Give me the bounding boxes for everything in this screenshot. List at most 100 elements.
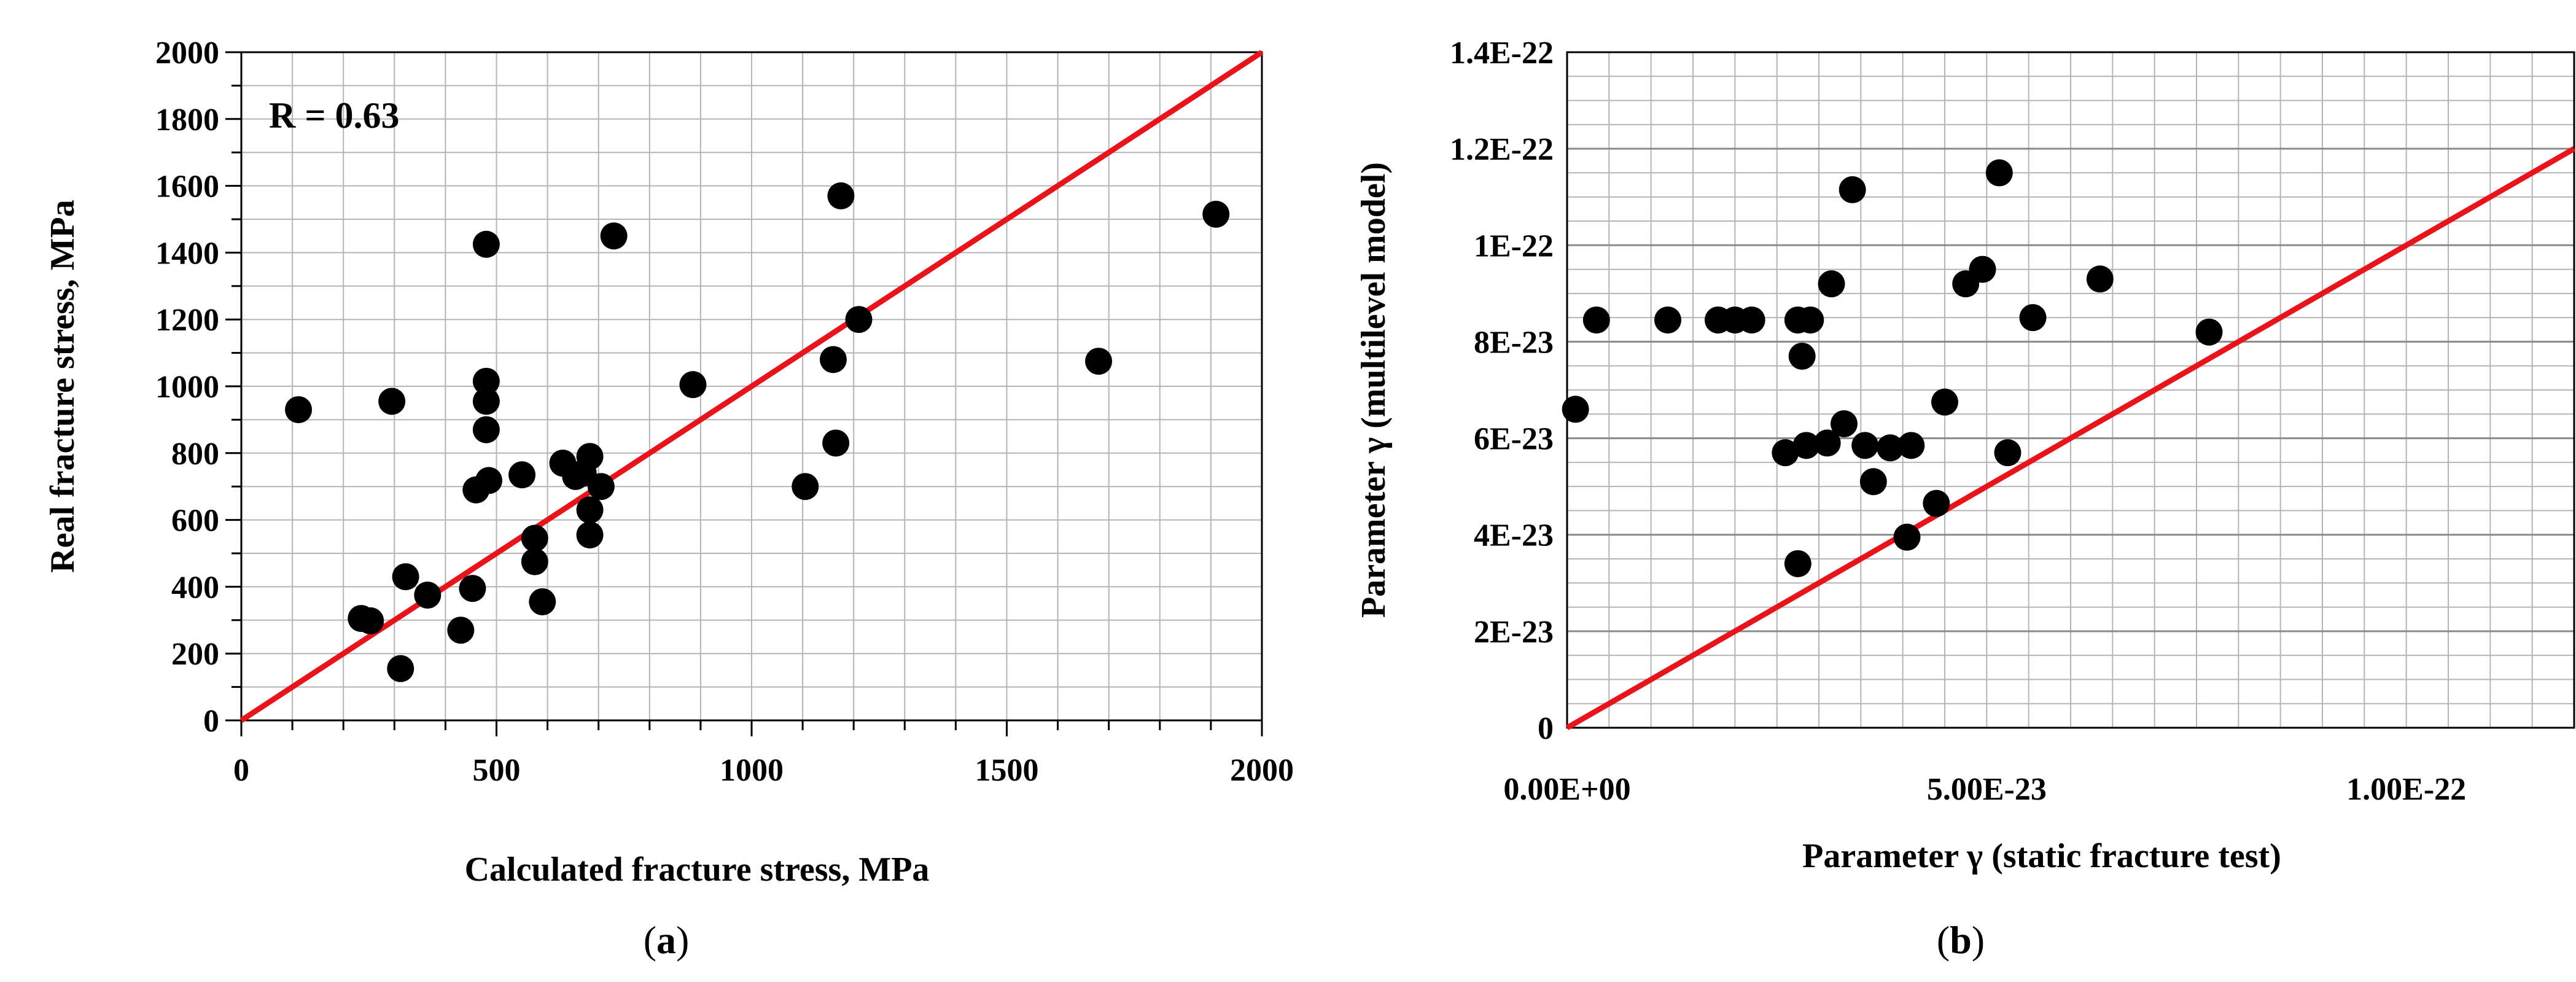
panel-b-data-point (1923, 489, 1950, 517)
panel-b-data-point (1859, 468, 1887, 496)
panel-a-data-point (1085, 348, 1113, 375)
panel-b-data-point (1893, 523, 1921, 551)
panel-b-y-tick-label: 2E-23 (1474, 615, 1554, 650)
panel-a-data-point (472, 367, 500, 395)
panel-a-data-point (819, 346, 847, 373)
panel-a-data-point (822, 429, 850, 457)
panel-b-x-axis-title: Parameter γ (static fracture test) (1802, 837, 2281, 875)
panel-b-data-point (1831, 410, 1858, 437)
panel-a-y-tick-label: 1600 (155, 170, 219, 205)
panel-a-data-point (378, 388, 406, 415)
panel-b-data-point (1897, 432, 1925, 459)
panel-a-data-point (472, 230, 500, 258)
panel-a-data-point (587, 473, 615, 501)
panel-a-data-point (845, 306, 873, 333)
panel-a-y-tick-label: 400 (171, 570, 219, 605)
panel-b-x-tick-labels: 0.00E+00 5.00E-23 1.00E-22 (1503, 772, 2466, 807)
panel-a-data-point (576, 496, 604, 524)
panel-a-scatter-chart: 0 500 1000 1500 2000 0 200 400 600 800 1000 1200 14… (44, 36, 1294, 962)
panel-a-data-point (285, 396, 313, 424)
panel-b-data-point (1738, 306, 1765, 334)
panel-b-x-tick-label: 1.00E-22 (2346, 772, 2466, 807)
panel-b-caption: (b) (1937, 918, 1985, 962)
panel-a-data-point (576, 521, 604, 549)
panel-b-data-point (1969, 255, 1996, 283)
panel-b-data-point (1851, 432, 1879, 459)
panel-b-data-point (1877, 434, 1904, 462)
panel-a-reference-line (239, 50, 1264, 723)
panel-a-y-tick-label: 800 (171, 437, 219, 472)
panel-b-data-point (1582, 306, 1610, 334)
panel-a-x-tick-label: 1000 (720, 753, 784, 788)
panel-a-y-tick-label: 200 (171, 637, 219, 672)
panel-a-data-point (679, 371, 707, 399)
panel-b-data-point (1654, 306, 1681, 334)
panel-b-y-tick-label: 1.2E-22 (1450, 132, 1554, 167)
panel-a-data-point (357, 607, 384, 634)
panel-a-y-tick-labels: 0 200 400 600 800 1000 1200 1400 1600 1800 2000 (155, 36, 219, 739)
panel-a-y-tick-label: 0 (203, 704, 219, 739)
panel-b-y-axis-title: Parameter γ (multilevel model) (1355, 162, 1393, 618)
panel-b-y-tick-label: 1.4E-22 (1450, 36, 1554, 71)
panel-a-caption: (a) (644, 918, 690, 962)
panel-a-data-point (827, 182, 855, 209)
panel-b-caption-letter: b (1950, 918, 1972, 962)
panel-a-data-point (472, 416, 500, 443)
panel-a-x-tick-label: 1500 (975, 753, 1039, 788)
panel-a-data-point (576, 443, 604, 470)
panel-a-x-tick-label: 2000 (1230, 753, 1294, 788)
panel-a-data-point (521, 524, 548, 552)
panel-a-data-point (529, 588, 556, 615)
panel-a-x-axis-title: Calculated fracture stress, MPa (465, 851, 930, 889)
panel-a-data-points (285, 182, 1230, 682)
panel-b-reference-line (1565, 146, 2576, 730)
panel-b-y-tick-label: 1E-22 (1474, 228, 1554, 263)
panel-a-y-tick-label: 600 (171, 504, 219, 539)
panel-a-caption-letter: a (656, 918, 676, 962)
panel-b-scatter-chart: 0.00E+00 5.00E-23 1.00E-22 0 2E-23 4E-23 6E-2… (1355, 36, 2576, 962)
panel-a-data-point (459, 575, 486, 602)
panel-a-x-tick-label: 0 (233, 753, 249, 788)
panel-a-data-point (475, 467, 503, 494)
panel-a-tick-marks (225, 51, 1263, 736)
panel-b-data-point (1792, 432, 1820, 459)
panel-a-data-point (792, 473, 819, 501)
panel-b-y-tick-label: 8E-23 (1474, 325, 1554, 360)
panel-b-data-point (1813, 429, 1841, 457)
panel-a-x-tick-labels: 0 500 1000 1500 2000 (233, 753, 1294, 788)
panel-b-y-tick-labels: 0 2E-23 4E-23 6E-23 8E-23 1E-22 1.2E-22 1.4E-22 (1450, 36, 1554, 746)
panel-a-x-tick-label: 500 (473, 753, 521, 788)
panel-a-data-point (392, 563, 419, 591)
panel-a-data-point (508, 461, 536, 489)
panel-b-data-point (1994, 439, 2021, 467)
panel-a-data-point (414, 582, 442, 609)
panel-b-y-tick-label: 6E-23 (1474, 422, 1554, 457)
panel-b-x-tick-label: 5.00E-23 (1927, 772, 2047, 807)
panel-b-data-points (1562, 159, 2223, 577)
panel-b-data-point (2086, 265, 2114, 293)
panel-a-y-tick-label: 1400 (155, 236, 219, 271)
panel-b-plot-border (1566, 51, 2575, 729)
panel-a-data-point (387, 655, 414, 682)
panel-a-data-point (472, 388, 500, 415)
panel-b-data-point (1818, 270, 1845, 298)
panel-a-y-tick-label: 1000 (155, 370, 219, 405)
panel-b-y-tick-label: 4E-23 (1474, 518, 1554, 553)
panel-b-data-point (1788, 343, 1816, 370)
panel-b-data-point (1562, 396, 1589, 423)
panel-a-y-tick-label: 1200 (155, 303, 219, 338)
panel-b-data-point (1772, 439, 1799, 467)
panel-b-data-point (1985, 159, 2013, 187)
panel-a-data-point (521, 548, 548, 575)
panel-b-data-point (1931, 388, 1958, 416)
panel-b-data-point (1797, 306, 1824, 334)
panel-a-r-annotation: R = 0.63 (269, 95, 400, 136)
panel-b-x-tick-label: 0.00E+00 (1503, 772, 1630, 807)
panel-b-data-point (2195, 318, 2223, 346)
panel-b-y-tick-label: 0 (1538, 711, 1554, 746)
panel-a-data-point (600, 222, 628, 250)
panel-a-y-tick-label: 2000 (155, 36, 219, 71)
panel-a-y-axis-title: Real fracture stress, MPa (44, 200, 82, 573)
panel-b-data-point (2019, 304, 2047, 332)
